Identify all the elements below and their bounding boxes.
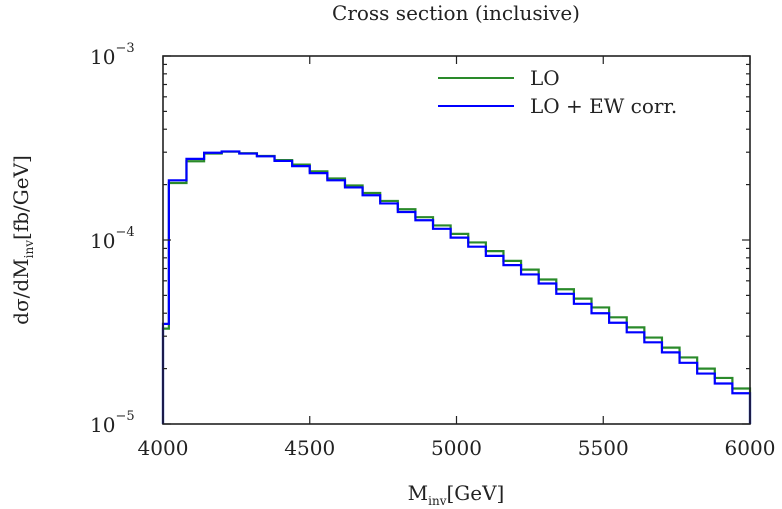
x-axis-tick-labels: 4000 4500 5000 5500 6000 xyxy=(138,436,776,460)
x-tick-label: 4000 xyxy=(138,436,189,460)
series-layer xyxy=(161,150,752,424)
legend-label-lo-ew: LO + EW corr. xyxy=(530,94,677,118)
chart-title: Cross section (inclusive) xyxy=(332,1,580,25)
y-axis-label-main: dσ/dM xyxy=(9,258,33,324)
ticks-layer xyxy=(162,55,751,425)
legend-item-lo: LO xyxy=(438,66,560,90)
x-axis-label-sub: inv xyxy=(428,494,447,508)
y-tick-label: 10−5 xyxy=(90,409,135,437)
legend: LO LO + EW corr. xyxy=(438,66,677,118)
y-tick-label: 10−4 xyxy=(90,225,135,253)
plot-background xyxy=(163,56,750,424)
legend-label-lo: LO xyxy=(530,66,560,90)
x-axis-label: Minv[GeV] xyxy=(408,481,505,508)
x-axis-label-unit: [GeV] xyxy=(446,481,504,505)
y-axis-label-sub: inv xyxy=(22,240,36,259)
y-axis-label-unit: [fb/GeV] xyxy=(9,155,33,240)
x-tick-label: 5000 xyxy=(431,436,482,460)
legend-item-lo-ew: LO + EW corr. xyxy=(438,94,677,118)
series-lo-ew-line xyxy=(161,150,752,424)
y-axis-label: dσ/dMinv[fb/GeV] xyxy=(9,155,36,325)
plot-area xyxy=(161,55,752,425)
y-axis-tick-labels: 10−5 10−4 10−3 xyxy=(90,41,135,437)
x-tick-label: 5500 xyxy=(578,436,629,460)
x-tick-label: 6000 xyxy=(725,436,776,460)
y-tick-label: 10−3 xyxy=(90,41,135,69)
x-tick-label: 4500 xyxy=(284,436,335,460)
x-axis-label-main: M xyxy=(408,481,428,505)
